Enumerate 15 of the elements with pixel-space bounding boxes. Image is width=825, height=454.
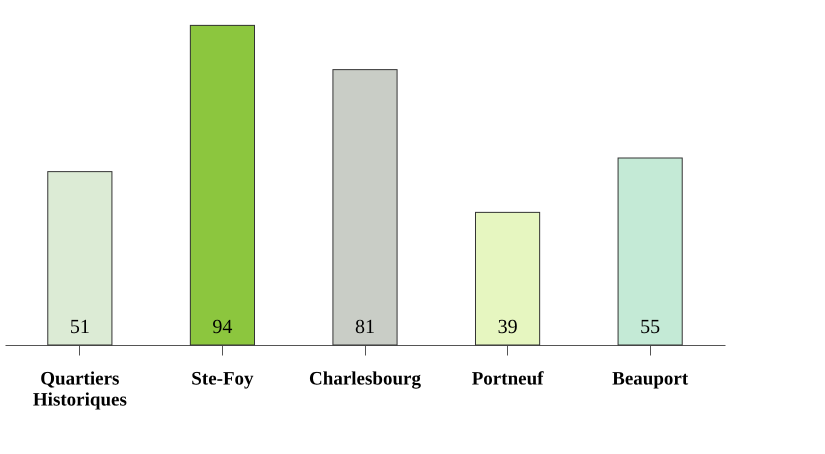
- bar: [474, 212, 540, 346]
- x-tick-label: Beauport: [612, 368, 689, 390]
- x-tick-label: Portneuf: [472, 368, 544, 390]
- bar: [190, 24, 256, 346]
- bar: [47, 171, 112, 346]
- x-tick-label: Ste-Foy: [191, 368, 254, 390]
- data-label: 55: [640, 316, 660, 338]
- data-label: 39: [498, 316, 518, 338]
- x-tick-label: Quartiers Historiques: [32, 368, 127, 410]
- data-label: 81: [355, 316, 375, 338]
- bar: [618, 158, 683, 346]
- bar: [332, 69, 398, 346]
- x-tick-label: Charlesbourg: [309, 368, 422, 390]
- data-label: 94: [212, 316, 232, 338]
- data-label: 51: [70, 316, 90, 338]
